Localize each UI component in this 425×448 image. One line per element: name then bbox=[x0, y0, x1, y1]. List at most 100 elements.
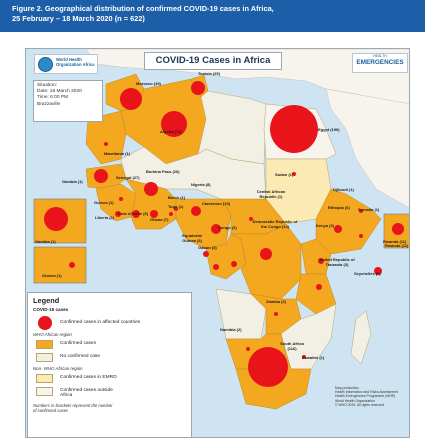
legend-no-case-swatch bbox=[36, 353, 53, 362]
legend-row-emro: Confirmed cases in EMRO bbox=[33, 373, 186, 384]
case-dot-cameroon bbox=[211, 224, 221, 234]
label-djibouti: Djibouti (1) bbox=[333, 187, 354, 192]
legend-dot-label: Confirmed cases in affected countries bbox=[60, 320, 141, 325]
inset-guinea-box bbox=[33, 246, 87, 284]
label-seychelles: Seychelles (6) bbox=[354, 271, 381, 276]
case-dot-togo bbox=[169, 212, 173, 216]
situation-box: Situation: Date: 18 March 2020 Time: 6:0… bbox=[33, 80, 103, 122]
label-sudan: Sudan (1) bbox=[275, 172, 294, 177]
case-dot-guinea bbox=[119, 197, 123, 201]
label-inset-gambia: Gambia (1) bbox=[35, 239, 56, 244]
label-drc: Democratic Republic of the Congo (14) bbox=[252, 219, 298, 229]
label-guinea: Guinea (1) bbox=[94, 200, 114, 205]
legend-subtitle: COVID-19 cases bbox=[33, 307, 69, 312]
case-dot-drc bbox=[260, 248, 272, 260]
label-cote-divoire: Cote d'Ivoire (6) bbox=[118, 211, 149, 216]
case-dot-south-africa bbox=[248, 347, 288, 387]
case-dot-tanzania bbox=[316, 284, 322, 290]
legend-non-who: Non- WHO African region bbox=[33, 366, 83, 371]
label-namibia: Namibia (2) bbox=[220, 327, 242, 332]
label-mauritania: Mauritania (1) bbox=[104, 151, 131, 156]
legend-no-case-label: No confirmed case bbox=[60, 354, 100, 359]
case-dot-zambia bbox=[274, 312, 278, 316]
label-gabon: Gabon (3) bbox=[198, 245, 217, 250]
label-eswatini: Eswatini (1) bbox=[302, 355, 325, 360]
case-dot-liberia bbox=[115, 211, 121, 217]
label-liberia: Liberia (2) bbox=[95, 215, 115, 220]
label-inset-rwanda: Rwanda (11) bbox=[385, 243, 409, 248]
case-dot-eswatini bbox=[302, 355, 306, 359]
credit-line-2: Health Information and Risks Assessment bbox=[335, 390, 398, 395]
label-togo: Togo (1) bbox=[168, 204, 184, 209]
case-dot-sudan bbox=[292, 172, 296, 176]
legend-note: Numbers in brackets represent the number… bbox=[33, 403, 113, 413]
case-dot-morocco bbox=[120, 88, 142, 110]
label-senegal: Senegal (27) bbox=[116, 175, 140, 180]
case-dot-burkina bbox=[144, 182, 158, 196]
label-rwanda: Rwanda (11) bbox=[383, 239, 407, 244]
country-madagascar bbox=[350, 310, 372, 365]
emergencies-logo-main: EMERGENCIES bbox=[356, 59, 404, 66]
label-south-africa: South Africa (116) bbox=[280, 341, 304, 351]
label-burkina: Burkina Faso (26) bbox=[146, 169, 180, 174]
label-ghana: Ghana (7) bbox=[150, 217, 169, 222]
legend-who-region: WHO African region bbox=[33, 332, 72, 337]
label-congo: Congo (3) bbox=[218, 225, 237, 230]
label-somalia: Somalia (1) bbox=[358, 207, 380, 212]
legend-row-confirmed: Confirmed cases bbox=[33, 339, 186, 350]
label-egypt: Egypt (196) bbox=[318, 127, 340, 132]
case-dot-car bbox=[249, 217, 253, 221]
middle-east-landmass bbox=[325, 88, 409, 209]
label-eq-guinea: Equatorial Guinea (3) bbox=[182, 233, 202, 243]
legend-emro-swatch bbox=[36, 374, 53, 383]
case-dot-mauritania bbox=[104, 142, 108, 146]
case-dot-congo bbox=[231, 261, 237, 267]
case-dot-tunisia bbox=[191, 81, 205, 95]
situation-time: Time: 6:00 PM bbox=[37, 95, 69, 101]
situation-date: Date: 18 March 2020 bbox=[37, 89, 82, 95]
legend-confirmed-swatch bbox=[36, 340, 53, 349]
case-dot-cote-divoire bbox=[132, 210, 140, 218]
credit-line-1: Map production: bbox=[335, 386, 360, 390]
case-dot-namibia bbox=[246, 347, 250, 351]
emergencies-logo-top: HEALTH bbox=[373, 54, 387, 58]
label-cameroon: Cameroon (10) bbox=[202, 201, 231, 206]
label-car: Central African Republic (1) bbox=[256, 189, 286, 199]
label-morocco: Morocco (49) bbox=[136, 81, 161, 86]
emergencies-logo: HEALTH EMERGENCIES bbox=[352, 53, 408, 73]
credit-line-4: World Health Organization bbox=[335, 398, 375, 403]
legend-emro-label: Confirmed cases in EMRO bbox=[60, 375, 117, 380]
case-dot-gabon bbox=[213, 264, 219, 270]
case-dot-eq-guinea bbox=[203, 251, 209, 257]
who-logo-text: World Health Organization Africa bbox=[56, 57, 95, 67]
legend-confirmed-label: Confirmed cases bbox=[60, 341, 96, 346]
figure-header: Figure 2. Geographical distribution of c… bbox=[0, 0, 425, 32]
case-dot-guinea-inset bbox=[69, 262, 75, 268]
case-dot-ethiopia bbox=[334, 225, 342, 233]
label-algeria: Algeria (72) bbox=[160, 129, 182, 134]
legend-row-dot: Confirmed cases in affected countries bbox=[33, 316, 186, 330]
figure-title-line2: 25 February – 18 March 2020 (n = 622) bbox=[12, 14, 145, 23]
label-benin: Benin (1) bbox=[168, 195, 186, 200]
who-globe-icon bbox=[38, 57, 53, 72]
label-kenya: Kenya (3) bbox=[316, 223, 335, 228]
who-logo: World Health Organization Africa bbox=[34, 54, 98, 74]
case-dot-ghana bbox=[150, 210, 158, 218]
map-title: COVID-19 Cases in Africa bbox=[144, 52, 282, 70]
country-kenya bbox=[300, 238, 332, 275]
case-dot-nigeria bbox=[191, 206, 201, 216]
label-ethiopia: Ethiopia (6) bbox=[328, 205, 350, 210]
legend-outside-swatch bbox=[36, 387, 53, 396]
case-dot-benin bbox=[174, 207, 178, 211]
case-dot-algeria bbox=[161, 111, 187, 137]
situation-place: Brazzaville bbox=[37, 101, 61, 107]
label-tunisia: Tunisia (25) bbox=[198, 71, 220, 76]
case-dot-djibouti bbox=[359, 209, 363, 213]
legend-outside-label: Confirmed cases outside Africa bbox=[60, 388, 113, 399]
case-dot-gambia-inset bbox=[44, 207, 68, 231]
case-dot-senegal bbox=[94, 169, 108, 183]
credit-line-5: © WHO 2020. All rights reserved bbox=[335, 402, 385, 407]
label-gambia: Gambia (1) bbox=[62, 179, 83, 184]
case-dot-rwanda-inset bbox=[392, 223, 404, 235]
label-zambia: Zambia (2) bbox=[266, 299, 287, 304]
